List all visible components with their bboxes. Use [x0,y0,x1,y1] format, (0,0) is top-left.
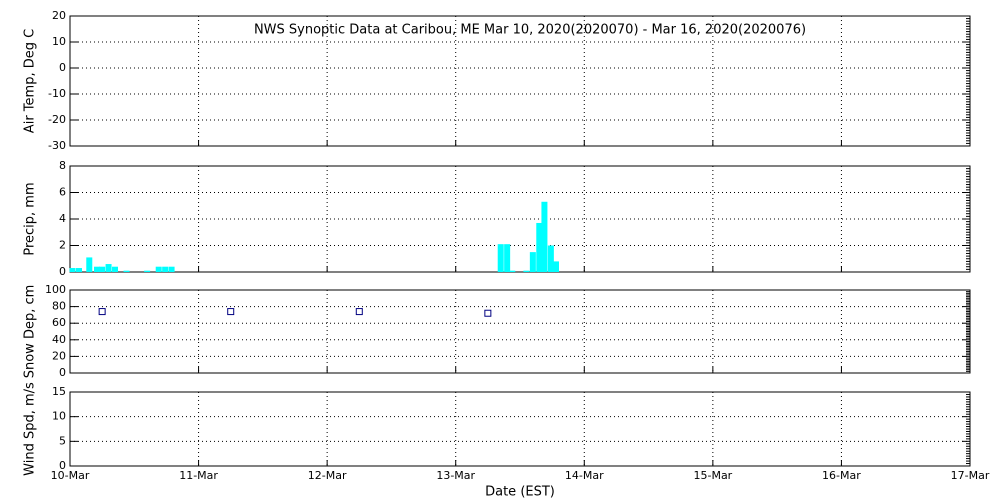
y-tick-label: 2 [59,239,66,252]
point [98,308,106,316]
bar [86,257,93,272]
bar [69,268,76,272]
y-tick-label: 40 [52,333,66,346]
bar [547,245,554,272]
bar [162,266,169,272]
y-tick-label: 100 [45,283,66,296]
bar [144,270,151,272]
plot-frame [69,391,971,467]
bar [94,266,100,272]
y-tick-label: -30 [48,139,66,152]
y-axis-label: Wind Spd, m/s [23,382,38,476]
y-tick-label: 0 [59,366,66,379]
y-tick-label: 20 [52,349,66,362]
bar [541,201,548,272]
bar [529,252,536,272]
bar [123,270,130,272]
y-tick-label: 60 [52,316,66,329]
point [355,308,363,316]
y-axis-label: Air Temp, Deg C [23,29,38,133]
bar [105,264,112,272]
y-tick-label: 0 [59,459,66,472]
bar [536,222,543,272]
y-tick-label: 0 [59,61,66,74]
bar [155,266,162,272]
x-tick-label: 14-Mar [565,469,604,482]
bar [168,266,175,272]
bar [523,270,530,272]
y-tick-label: 15 [52,385,66,398]
y-tick-label: -10 [48,87,66,100]
x-tick-label: 13-Mar [436,469,475,482]
bar [112,266,118,272]
y-tick-label: -20 [48,113,66,126]
x-tick-label: 15-Mar [693,469,732,482]
x-tick-label: 11-Mar [179,469,218,482]
x-tick-label: 12-Mar [308,469,347,482]
plot-frame [69,289,971,374]
chart-title: NWS Synoptic Data at Caribou, ME Mar 10,… [254,23,806,38]
bar [497,244,504,272]
y-tick-label: 20 [52,9,66,22]
y-tick-label: 5 [59,434,66,447]
y-tick-label: 80 [52,300,66,313]
y-tick-label: 10 [52,35,66,48]
x-tick-label: 10-Mar [51,469,90,482]
y-tick-label: 10 [52,410,66,423]
y-tick-label: 0 [59,265,66,278]
y-tick-label: 6 [59,186,66,199]
x-tick-label: 17-Mar [951,469,990,482]
bar [76,268,82,272]
y-tick-label: 4 [59,212,66,225]
bar [99,266,106,272]
bar [504,244,511,272]
point [484,309,492,317]
x-axis-label: Date (EST) [485,485,555,500]
x-tick-label: 16-Mar [822,469,861,482]
bar [509,270,516,272]
y-axis-label: Snow Dep, cm [23,285,38,379]
point [227,308,235,316]
y-tick-label: 8 [59,159,66,172]
y-axis-label: Precip, mm [23,182,38,255]
bar [553,261,559,272]
